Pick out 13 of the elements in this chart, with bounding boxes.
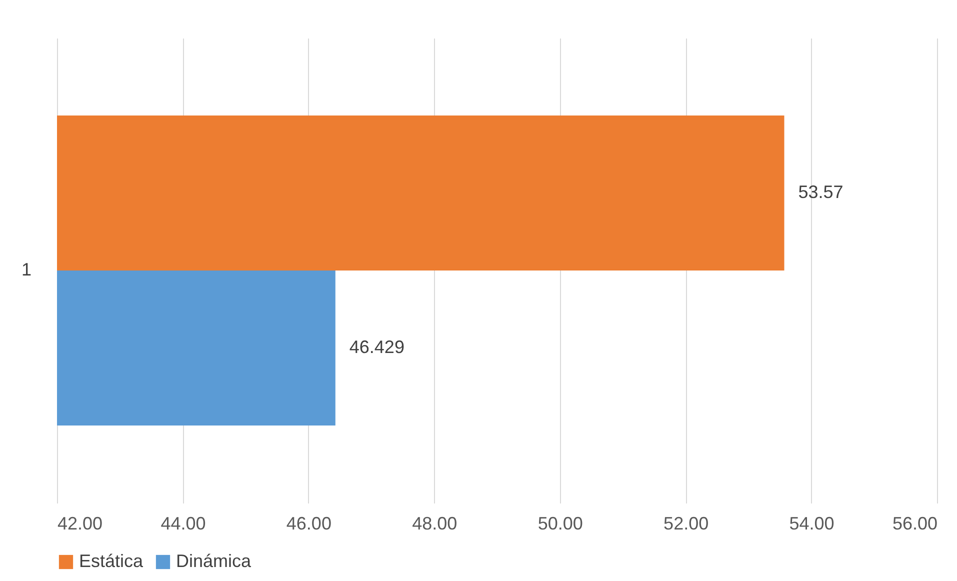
data-label: 46.429 <box>349 337 404 357</box>
x-tick-label: 50.00 <box>538 514 583 534</box>
x-tick-label: 54.00 <box>789 514 834 534</box>
legend-label: Estática <box>79 551 144 571</box>
y-tick-label: 1 <box>21 260 32 280</box>
x-tick-label: 46.00 <box>286 514 332 534</box>
x-tick-label: 42.00 <box>58 514 103 534</box>
x-tick-label: 48.00 <box>412 514 458 534</box>
x-tick-label: 44.00 <box>160 514 206 534</box>
x-tick-label: 56.00 <box>892 514 938 534</box>
data-label: 53.57 <box>798 182 844 202</box>
legend-label: Dinámica <box>176 551 252 571</box>
x-tick-label: 52.00 <box>664 514 709 534</box>
